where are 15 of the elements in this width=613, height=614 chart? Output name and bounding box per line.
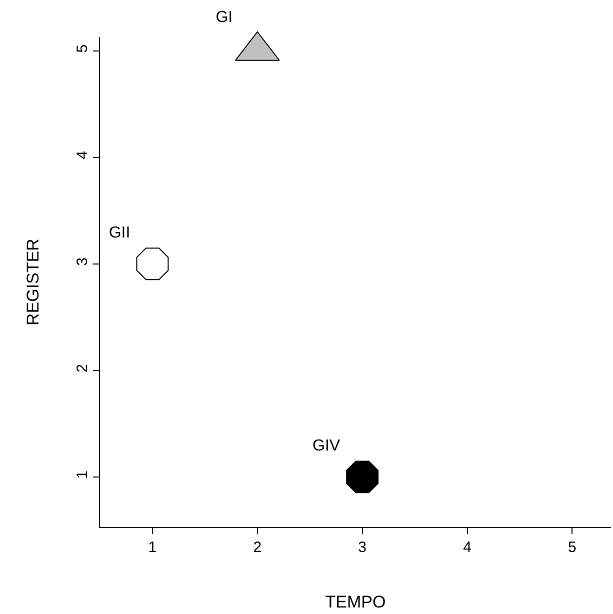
- y-tick-label: 2: [74, 364, 91, 372]
- x-tick-label: 5: [568, 539, 576, 556]
- series-label: GIV: [312, 438, 340, 455]
- y-tick-label: 3: [74, 257, 91, 266]
- y-tick-label: 5: [74, 44, 91, 53]
- series-label: GI: [216, 9, 233, 26]
- x-axis-title: TEMPO: [325, 592, 386, 612]
- x-tick-label: 2: [253, 539, 262, 556]
- series-label: GII: [108, 224, 130, 242]
- x-tick-label: 1: [148, 539, 157, 556]
- y-tick-label: 4: [74, 150, 91, 160]
- y-axis-title: REGISTER: [24, 238, 43, 326]
- x-tick-label: 3: [358, 539, 366, 556]
- x-tick-label: 4: [463, 539, 472, 556]
- y-tick-label: 1: [74, 470, 91, 479]
